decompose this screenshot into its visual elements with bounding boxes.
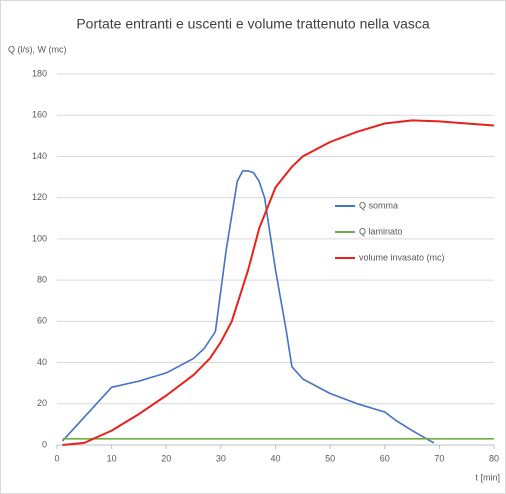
series-line xyxy=(62,119,495,446)
y-tick-label: 140 xyxy=(32,151,47,161)
legend-label: volume invasato (mc) xyxy=(359,252,445,262)
y-tick-label: 180 xyxy=(32,68,47,78)
y-tick-label: 20 xyxy=(37,398,47,408)
y-tick-label: 40 xyxy=(37,357,47,367)
legend-label: Q somma xyxy=(359,200,398,210)
x-tick-label: 80 xyxy=(489,453,499,463)
x-tick-label: 0 xyxy=(54,453,59,463)
chart-title: Portate entranti e uscenti e volume trat… xyxy=(76,16,430,32)
x-tick-label: 60 xyxy=(380,453,390,463)
x-tick-label: 20 xyxy=(161,453,171,463)
y-tick-label: 120 xyxy=(32,192,47,202)
y-tick-label: 160 xyxy=(32,110,47,120)
x-tick-label: 40 xyxy=(270,453,280,463)
y-tick-label: 100 xyxy=(32,233,47,243)
legend-label: Q laminato xyxy=(359,226,403,236)
x-tick-label: 50 xyxy=(325,453,335,463)
y-tick-label: 0 xyxy=(42,439,47,449)
y-tick-label: 80 xyxy=(37,274,47,284)
x-tick-label: 70 xyxy=(434,453,444,463)
y-axis-label: Q (l/s), W (mc) xyxy=(8,44,66,54)
series-line xyxy=(61,170,435,444)
x-axis-label: t [min] xyxy=(475,472,500,482)
y-tick-label: 60 xyxy=(37,316,47,326)
x-tick-label: 30 xyxy=(216,453,226,463)
x-tick-label: 10 xyxy=(107,453,117,463)
